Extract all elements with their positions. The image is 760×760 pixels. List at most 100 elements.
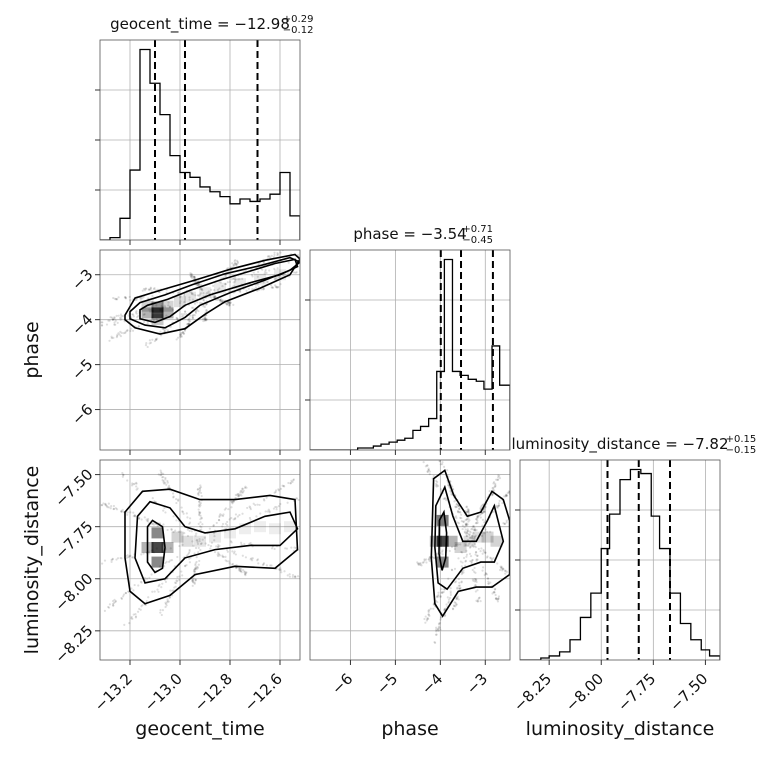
scatter-point — [438, 621, 442, 624]
scatter-point — [124, 592, 128, 595]
scatter-point — [501, 568, 504, 571]
scatter-point — [228, 290, 231, 293]
scatter-point — [158, 565, 161, 568]
scatter-point — [188, 561, 191, 564]
scatter-point — [143, 313, 146, 316]
scatter-point — [152, 288, 156, 291]
scatter-point — [184, 564, 187, 567]
scatter-point — [516, 513, 518, 515]
scatter-point — [468, 552, 472, 555]
scatter-point — [192, 544, 195, 547]
scatter-point — [190, 276, 194, 280]
scatter-point — [269, 564, 272, 567]
scatter-point — [193, 581, 196, 584]
scatter-point — [104, 502, 107, 505]
scatter-point — [164, 580, 168, 583]
scatter-point — [100, 503, 103, 507]
scatter-point — [470, 536, 473, 539]
scatter-point — [198, 540, 201, 543]
scatter-point — [484, 551, 487, 554]
scatter-point — [467, 520, 470, 523]
scatter-point — [201, 289, 204, 292]
scatter-point — [130, 556, 134, 559]
scatter-point — [265, 496, 268, 499]
scatter-point — [237, 493, 240, 496]
scatter-point — [465, 522, 468, 525]
scatter-point — [218, 280, 221, 284]
scatter-point — [467, 517, 470, 520]
scatter-point — [171, 492, 175, 495]
scatter-point — [105, 323, 109, 326]
scatter-point — [462, 556, 466, 560]
scatter-point — [475, 580, 478, 584]
scatter-point — [192, 293, 195, 296]
scatter-point — [465, 524, 468, 527]
scatter-point — [494, 482, 497, 486]
scatter-point — [133, 482, 136, 485]
scatter-point — [471, 534, 474, 537]
scatter-point — [168, 596, 171, 599]
scatter-point — [151, 522, 154, 525]
scatter-point — [226, 303, 229, 306]
scatter-point — [511, 577, 513, 579]
scatter-point — [197, 563, 200, 566]
scatter-point — [475, 599, 478, 602]
scatter-point — [460, 550, 463, 554]
scatter-point — [204, 318, 207, 321]
scatter-point — [257, 562, 260, 565]
scatter-point — [196, 488, 199, 491]
scatter-point — [234, 280, 237, 283]
scatter-point — [436, 447, 438, 449]
scatter-point — [213, 550, 217, 554]
scatter-point — [262, 498, 266, 501]
scatter-point — [120, 315, 123, 318]
scatter-point — [517, 580, 519, 582]
ylabel-luminosity_distance: luminosity_distance — [21, 466, 43, 655]
scatter-point — [155, 337, 159, 340]
scatter-point — [490, 494, 494, 497]
scatter-point — [521, 583, 523, 585]
scatter-point — [109, 507, 112, 510]
scatter-point — [184, 310, 187, 313]
scatter-point — [224, 282, 227, 286]
scatter-point — [194, 578, 197, 581]
scatter-point — [188, 314, 192, 317]
scatter-point — [232, 500, 235, 503]
scatter-point — [223, 274, 226, 277]
scatter-point — [465, 534, 469, 538]
scatter-point — [416, 561, 419, 564]
scatter-point — [221, 554, 224, 557]
scatter-point — [472, 532, 475, 535]
scatter-point — [427, 613, 430, 616]
scatter-point — [180, 506, 183, 509]
scatter-point — [500, 565, 503, 568]
scatter-point — [147, 596, 150, 599]
scatter-point — [123, 623, 126, 626]
scatter-point — [164, 478, 167, 481]
scatter-point — [163, 506, 166, 510]
scatter-point — [167, 560, 171, 563]
scatter-point — [239, 491, 242, 494]
scatter-point — [439, 628, 442, 631]
scatter-point — [209, 547, 212, 550]
scatter-point — [304, 249, 306, 251]
scatter-point — [449, 593, 452, 597]
scatter-point — [288, 573, 291, 576]
scatter-point — [178, 333, 182, 336]
scatter-point — [476, 516, 479, 519]
scatter-point — [435, 485, 438, 488]
scatter-point — [291, 480, 294, 484]
scatter-point — [116, 557, 120, 560]
density-cell — [224, 527, 236, 539]
scatter-point — [221, 285, 224, 288]
scatter-point — [491, 592, 494, 595]
scatter-point — [157, 584, 160, 588]
scatter-point — [318, 487, 320, 489]
scatter-point — [205, 319, 208, 322]
scatter-point — [183, 532, 186, 535]
scatter-point — [292, 479, 295, 482]
scatter-point — [179, 301, 182, 305]
scatter-point — [187, 553, 190, 556]
scatter-point — [110, 560, 113, 563]
scatter-point — [137, 584, 140, 587]
